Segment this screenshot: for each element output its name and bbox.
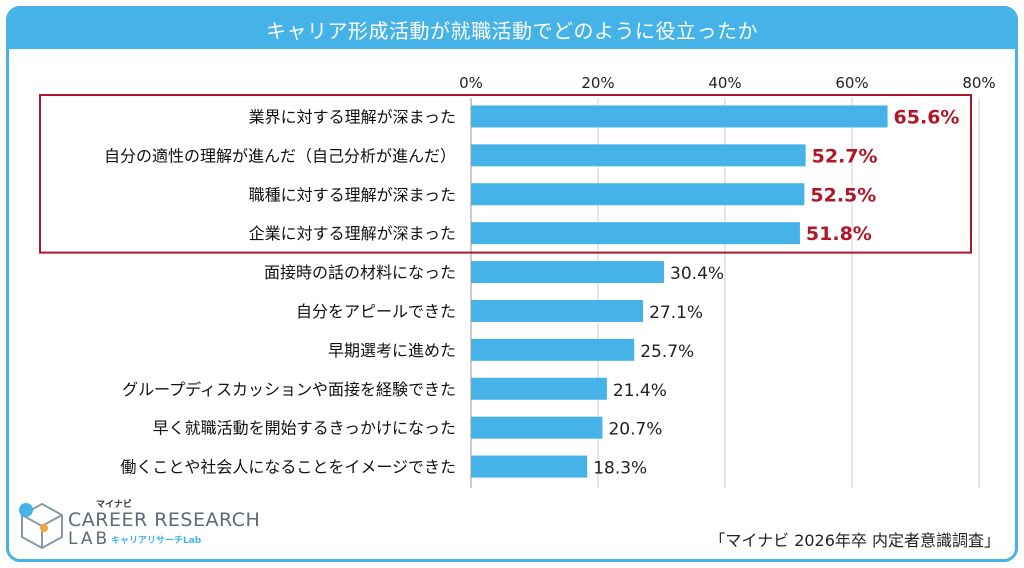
data-label: 30.4% [670, 264, 724, 284]
x-tick-label: 0% [459, 74, 483, 92]
chart-title: キャリア形成活動が就職活動でどのように役立ったか [9, 9, 1015, 49]
data-label: 27.1% [649, 303, 703, 323]
category-label: 早期選考に進めた [328, 341, 456, 360]
category-label: グループディスカッションや面接を経験できた [122, 380, 456, 399]
logo-top-label: マイナビ [96, 500, 132, 510]
logo-main-text: CAREER RESEARCH [68, 509, 261, 531]
logo-sub-text: キャリアリサーチLab [111, 536, 202, 546]
data-label: 25.7% [640, 342, 694, 362]
bar [471, 299, 644, 322]
data-label: 65.6% [894, 106, 960, 128]
category-label: 自分をアピールできた [296, 302, 456, 321]
data-label: 18.3% [593, 459, 647, 479]
bar [471, 377, 607, 400]
category-label: 職種に対する理解が深まった [249, 185, 456, 204]
category-label: 企業に対する理解が深まった [249, 224, 456, 243]
category-label: 業界に対する理解が深まった [249, 107, 456, 126]
category-label: 面接時の話の材料になった [264, 263, 456, 282]
x-tick-label: 20% [581, 74, 614, 92]
logo-lab-text: LAB [68, 529, 111, 549]
career-research-lab-logo [19, 502, 63, 550]
data-label: 52.5% [810, 184, 876, 206]
category-label: 早く就職活動を開始するきっかけになった [153, 419, 456, 438]
highlight-box [39, 94, 972, 254]
data-label: 21.4% [613, 381, 667, 401]
source-note: 「マイナビ 2026年卒 内定者意識調査」 [709, 531, 1000, 550]
bar [471, 338, 635, 361]
category-label: 自分の適性の理解が進んだ（自己分析が進んだ） [104, 146, 456, 165]
bar [471, 455, 588, 478]
x-tick-label: 40% [708, 74, 741, 92]
data-label: 51.8% [806, 223, 872, 245]
data-label: 52.7% [812, 145, 878, 167]
x-tick-label: 80% [962, 74, 995, 92]
bar [471, 416, 603, 439]
data-label: 20.7% [608, 420, 662, 440]
x-tick-label: 60% [835, 74, 868, 92]
bar [471, 222, 800, 245]
bar [471, 144, 806, 167]
bar [471, 183, 805, 206]
bar [471, 261, 665, 284]
bar [471, 105, 888, 128]
category-label: 働くことや社会人になることをイメージできた [120, 458, 456, 477]
chart-frame: キャリア形成活動が就職活動でどのように役立ったか [6, 6, 1018, 562]
